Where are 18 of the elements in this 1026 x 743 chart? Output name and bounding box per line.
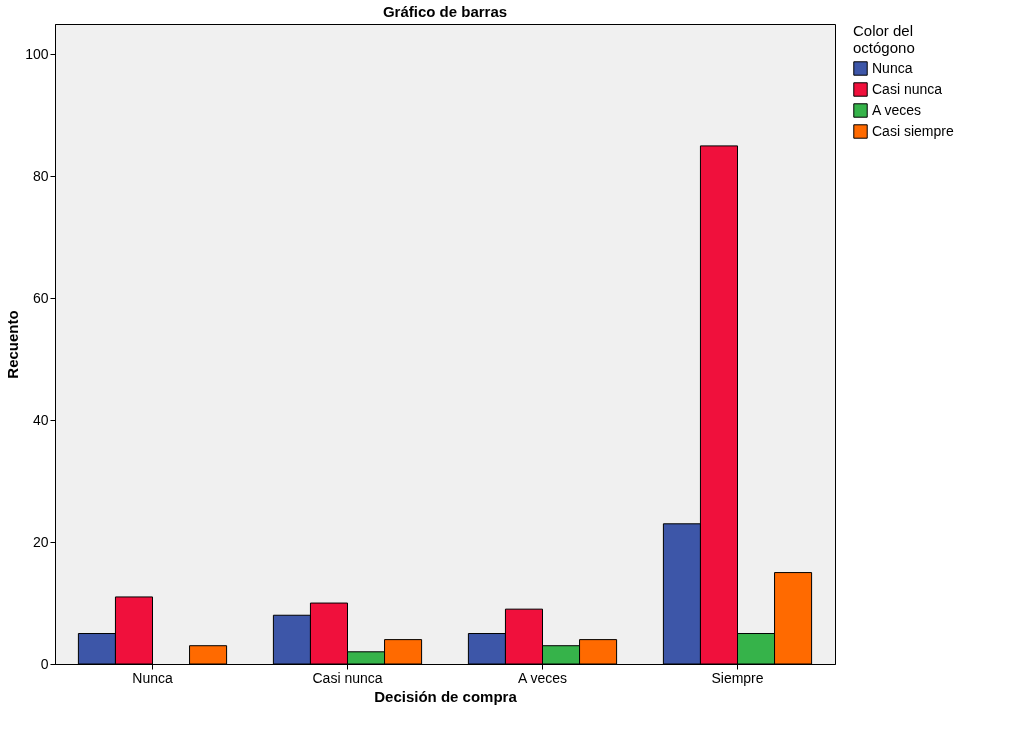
x-tick-label: Casi nunca [312,669,383,686]
x-axis-title: Decisión de compra [374,687,518,705]
y-axis-title: Recuento [4,310,22,379]
legend-title: Color del octógono [853,22,915,56]
legend-label: A veces [872,101,922,118]
legend-label: Casi siempre [872,122,954,139]
x-tick-label: A veces [517,669,568,686]
y-tick-label: 60 [32,289,49,306]
y-tick-label: 0 [40,655,49,672]
y-tick-label: 40 [32,411,49,428]
x-tick-label: Siempre [711,669,764,686]
chart-title: Gráfico de barras [382,3,508,20]
x-tick-label: Nunca [132,669,173,686]
y-tick-label: 20 [32,533,49,550]
legend-label: Nunca [872,59,913,76]
legend-label: Casi nunca [872,80,943,97]
y-tick-label: 100 [25,45,49,62]
y-tick-label: 80 [32,167,49,184]
